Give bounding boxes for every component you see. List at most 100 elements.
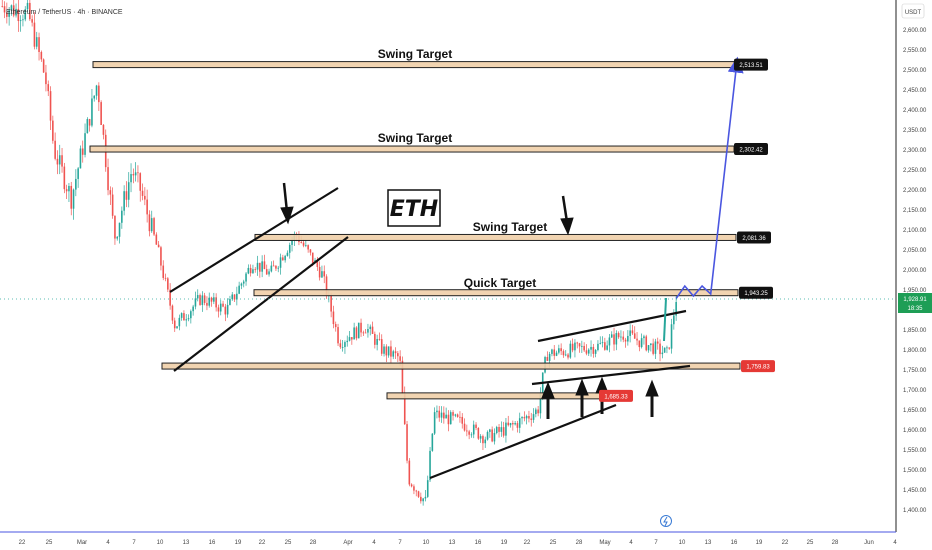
candle-body — [376, 338, 378, 345]
time-tick-label: 4 — [106, 540, 110, 546]
candle-body — [399, 356, 401, 361]
candle-body — [263, 261, 266, 270]
price-tick-label: 1,950.00 — [903, 288, 927, 294]
candle-body — [495, 427, 498, 433]
candle-body — [311, 252, 314, 263]
candle-body — [468, 431, 470, 435]
price-tick-label: 2,400.00 — [903, 108, 927, 114]
time-tick-label: 13 — [705, 540, 712, 546]
trend-lines — [169, 187, 691, 480]
candle-body — [512, 423, 514, 425]
candle-body — [652, 343, 654, 354]
candle-body — [440, 412, 443, 418]
target-zone — [89, 145, 735, 153]
candle-body — [650, 343, 652, 346]
candle-body — [597, 343, 599, 351]
candle-body — [518, 418, 521, 428]
price-axis[interactable]: 2,600.00 2,550.00 2,500.00 2,450.00 2,400.00… — [895, 0, 932, 550]
candle-body — [318, 266, 321, 278]
plot-area[interactable] — [0, 0, 896, 532]
candle-body — [493, 432, 496, 442]
candle-body — [443, 412, 445, 419]
candle-body — [107, 167, 109, 191]
candle-body — [371, 326, 374, 334]
wedge-top-line — [537, 309, 687, 343]
candle-body — [213, 297, 215, 302]
candle-body — [17, 8, 20, 22]
price-tick-label: 2,050.00 — [903, 248, 927, 254]
candle-body — [88, 119, 91, 126]
candle-body — [279, 257, 282, 268]
candle-body — [601, 342, 604, 344]
candle-body — [45, 72, 47, 85]
candle-body — [155, 234, 158, 245]
price-tick-label: 2,450.00 — [903, 88, 927, 94]
rising-support-line — [429, 403, 617, 480]
level-label: 2,513.51 — [734, 58, 768, 71]
candle-body — [187, 318, 190, 320]
lower-channel-line — [173, 236, 349, 372]
candle-body — [530, 418, 533, 420]
candle-body — [514, 423, 516, 425]
candle-body — [49, 91, 52, 121]
candle-body — [95, 85, 98, 96]
candle-body — [164, 277, 167, 279]
candle-body — [10, 5, 13, 11]
candle-body — [673, 315, 675, 325]
time-tick-label: 28 — [576, 540, 583, 546]
candle-body — [123, 191, 125, 211]
candle-body — [624, 339, 627, 342]
candle-body — [344, 342, 346, 348]
candle-body — [259, 262, 261, 272]
svg-text:2,302.42: 2,302.42 — [739, 148, 763, 154]
time-tick-label: Apr — [343, 540, 352, 546]
candle-body — [185, 319, 188, 321]
candle-body — [587, 349, 590, 354]
candle-body — [288, 244, 291, 253]
candle-body — [252, 269, 254, 274]
time-tick-label: 19 — [235, 540, 242, 546]
candle-body — [109, 190, 112, 195]
candle-body — [509, 423, 512, 426]
candle-body — [167, 278, 169, 290]
candle-body — [286, 252, 289, 256]
candle-body — [305, 245, 307, 246]
candle-body — [8, 10, 10, 17]
time-tick-label: 4 — [372, 540, 376, 546]
candle-body — [150, 218, 153, 232]
candle-body — [659, 343, 661, 355]
candle-body — [537, 409, 539, 414]
target-label-1: Swing Target — [378, 47, 452, 61]
candle-body — [406, 424, 408, 461]
candle-body — [169, 289, 171, 306]
candle-body — [567, 354, 569, 358]
price-tick-label: 2,000.00 — [903, 268, 927, 274]
candle-body — [374, 333, 376, 345]
candle-body — [19, 20, 22, 22]
lightning-icon[interactable] — [660, 515, 672, 527]
candle-body — [180, 313, 183, 318]
candle-body — [422, 498, 424, 502]
candle-body — [367, 328, 369, 333]
candle-body — [215, 297, 217, 308]
price-tick-label: 1,700.00 — [903, 388, 927, 394]
candle-body — [470, 434, 473, 436]
time-axis[interactable]: 22 25 Mar 4 7 10 13 16 19 22 25 28 Apr 4 7 10 13 16 19 22 25… — [0, 531, 932, 550]
candle-body — [77, 168, 79, 179]
candle-body — [3, 6, 6, 13]
time-tick-label: 25 — [46, 540, 53, 546]
candle-body — [15, 8, 17, 16]
candle-body — [316, 260, 319, 267]
candle-body — [265, 269, 268, 275]
candle-body — [362, 332, 365, 334]
candle-body — [26, 2, 29, 10]
candle-body — [137, 172, 139, 174]
candle-body — [176, 326, 178, 329]
candle-body — [475, 424, 477, 429]
candle-body — [555, 352, 558, 356]
candle-body — [663, 347, 666, 353]
candle-body — [397, 353, 399, 357]
candle-body — [183, 313, 185, 321]
candle-body — [35, 37, 38, 47]
